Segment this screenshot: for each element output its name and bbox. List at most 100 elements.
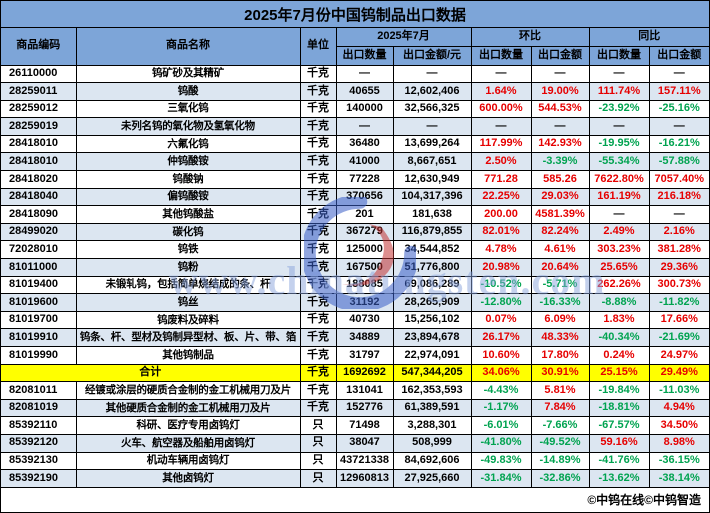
unit-cell: 千克 (299, 275, 337, 295)
table-row: 28259019 未列名钨的氧化物及氢氧化物 千克 — — — — — — (1, 117, 709, 136)
unit-cell: 千克 (299, 205, 337, 224)
yoy-amount-cell: 2.16% (648, 222, 709, 242)
amount-cell: 28,265,909 (392, 293, 472, 312)
yoy-qty-cell: -19.95% (588, 134, 650, 154)
yoy-qty-cell: 7622.80% (588, 170, 650, 189)
yoy-amount-cell: 24.97% (648, 346, 709, 365)
mom-qty-cell: -41.80% (470, 433, 532, 453)
code-cell: 28259019 (1, 117, 77, 136)
name-cell: 科研、医疗专用卤钨灯 (75, 416, 301, 435)
code-cell: 82081011 (1, 381, 77, 400)
table-row: 85392110 科研、医疗专用卤钨灯只 71498 3,288,301 -6.01% -… (1, 416, 709, 435)
unit-cell: 千克 (299, 187, 337, 207)
name-cell: 钨粉 (75, 258, 301, 277)
column-header-mom-amount: 出口金额 (530, 45, 590, 66)
name-cell: 钨丝 (75, 293, 301, 312)
mom-amount-cell: -32.86% (530, 469, 590, 488)
footer-credit: ©中钨在线©中钨智造 (1, 487, 709, 512)
unit-cell: 千克 (299, 222, 337, 242)
unit-cell: 只 (299, 433, 337, 453)
qty-cell: 31192 (335, 293, 394, 312)
qty-cell: 370656 (335, 187, 394, 207)
amount-cell: 104,317,396 (392, 187, 472, 207)
table-row: 85392130 机动车辆用卤钨灯只 43721338 84,692,606 -49.8… (1, 451, 709, 471)
amount-cell: 51,776,800 (392, 258, 472, 277)
unit-cell: 千克 (299, 134, 337, 154)
unit-cell: 千克 (299, 346, 337, 365)
code-cell: 28259012 (1, 99, 77, 119)
mom-qty-cell: -1.17% (470, 398, 532, 418)
yoy-qty-cell: -41.76% (588, 451, 650, 471)
yoy-amount-cell: 216.18% (648, 187, 709, 207)
mom-amount-cell: 29.03% (530, 187, 590, 207)
table-row: 28418040 偏钨酸铵 千克 370656 104,317,396 22.25% 29.… (1, 187, 709, 207)
qty-cell: 188085 (335, 275, 394, 295)
mom-qty-cell: 10.60% (470, 346, 532, 365)
yoy-qty-cell: -40.34% (588, 328, 650, 347)
yoy-amount-cell: 4.94% (648, 398, 709, 418)
mom-qty-cell: 82.01% (470, 222, 532, 242)
code-cell: 81019400 (1, 275, 77, 295)
mom-amount-cell: 142.93% (530, 134, 590, 154)
qty-cell: 12960813 (335, 469, 394, 488)
qty-cell: 40730 (335, 310, 394, 330)
name-cell: 钨废料及碎料 (75, 310, 301, 330)
column-group-month: 2025年7月 (335, 28, 472, 47)
code-cell: 81019910 (1, 328, 77, 347)
name-cell: 钨矿砂及其精矿 (75, 64, 301, 84)
yoy-amount-cell: 7057.40% (648, 170, 709, 189)
yoy-qty-cell: 1.83% (588, 310, 650, 330)
name-cell: 钨酸 (75, 82, 301, 101)
yoy-amount-cell: 300.73% (648, 275, 709, 295)
unit-cell: 千克 (299, 170, 337, 189)
amount-cell: 32,566,325 (392, 99, 472, 119)
amount-cell: 12,602,406 (392, 82, 472, 101)
qty-cell: 1692692 (335, 363, 394, 383)
amount-cell: 15,256,102 (392, 310, 472, 330)
qty-cell: 31797 (335, 346, 394, 365)
column-header-name: 商品名称 (75, 28, 301, 66)
name-cell: 未列名钨的氧化物及氢氧化物 (75, 117, 301, 136)
mom-amount-cell: -49.52% (530, 433, 590, 453)
mom-qty-cell: 0.07% (470, 310, 532, 330)
yoy-qty-cell: -19.84% (588, 381, 650, 400)
table-row: 85392120 火车、航空器及船舶用卤钨灯只 38047 508,999 -41.80… (1, 433, 709, 453)
yoy-qty-cell: 0.24% (588, 346, 650, 365)
table-row: 81019400 未锻轧钨，包括简单烧结成的条、杆 千克 188085 69,086,2… (1, 275, 709, 295)
unit-cell: 只 (299, 469, 337, 488)
amount-cell: 116,879,855 (392, 222, 472, 242)
page-title: 2025年7月份中国钨制品出口数据 (1, 1, 709, 28)
amount-cell: 13,699,264 (392, 134, 472, 154)
mom-amount-cell: -16.33% (530, 293, 590, 312)
amount-cell: — (392, 117, 472, 136)
code-cell: 28418010 (1, 152, 77, 172)
mom-amount-cell: 48.33% (530, 328, 590, 347)
mom-qty-cell: -6.01% (470, 416, 532, 435)
code-cell: 85392110 (1, 416, 77, 435)
name-cell: 偏钨酸铵 (75, 187, 301, 207)
amount-cell: 23,894,678 (392, 328, 472, 347)
amount-cell: 547,344,205 (392, 363, 472, 383)
code-cell: 28418090 (1, 205, 77, 224)
yoy-amount-cell: 157.11% (648, 82, 709, 101)
table-row: 26110000 钨矿砂及其精矿 千克 — — — — — — (1, 64, 709, 84)
yoy-amount-cell: 8.98% (648, 433, 709, 453)
name-cell: 碳化钨 (75, 222, 301, 242)
name-cell: 经镀或涂层的硬质合金制的金工机械用刀及片 (75, 381, 301, 400)
code-cell: 85392130 (1, 451, 77, 471)
mom-qty-cell: -10.52% (470, 275, 532, 295)
yoy-amount-cell: 29.49% (648, 363, 709, 383)
code-cell: 85392190 (1, 469, 77, 488)
table-row: 81019600 钨丝 千克 31192 28,265,909 -12.80% -16.33… (1, 293, 709, 312)
yoy-qty-cell: — (588, 117, 650, 136)
qty-cell: 38047 (335, 433, 394, 453)
unit-cell: 只 (299, 416, 337, 435)
table-row: 81011000 钨粉 千克 167500 51,776,800 20.98% 20.64%… (1, 258, 709, 277)
mom-qty-cell: 117.99% (470, 134, 532, 154)
unit-cell: 千克 (299, 328, 337, 347)
qty-cell: 34889 (335, 328, 394, 347)
qty-cell: 77228 (335, 170, 394, 189)
mom-amount-cell: 82.24% (530, 222, 590, 242)
export-data-table: 商品编码 商品名称 单位 2025年7月 环比 同比 出口数量 出口金额/元 出… (1, 28, 709, 488)
mom-amount-cell: 5.81% (530, 381, 590, 400)
